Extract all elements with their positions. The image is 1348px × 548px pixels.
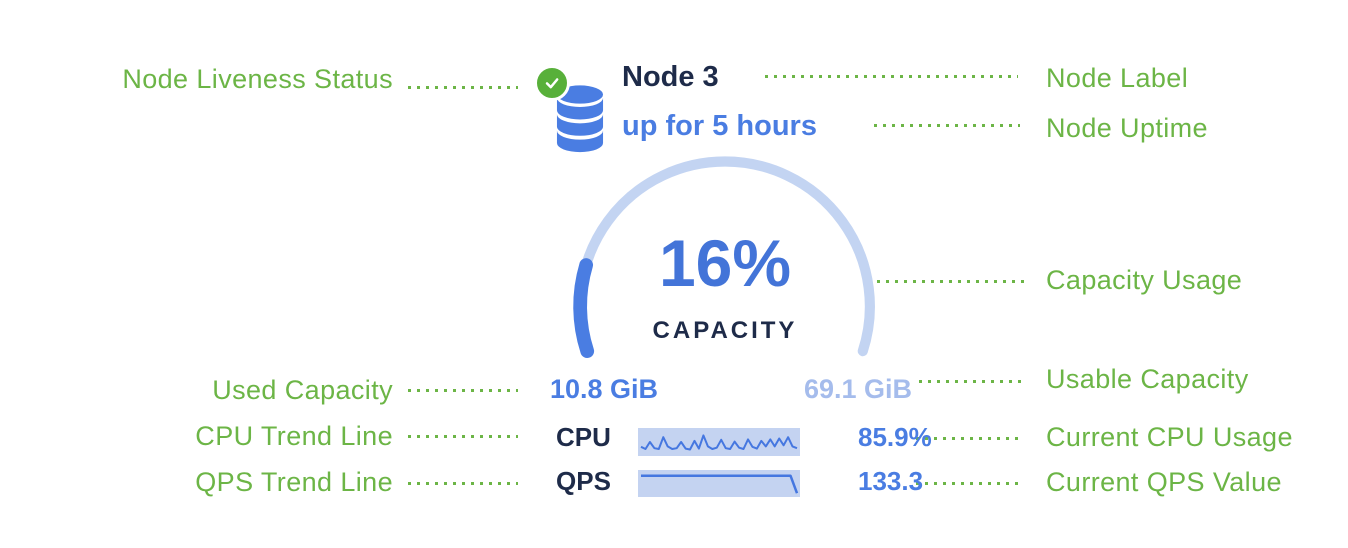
gauge-fill [573,258,595,359]
node-uptime: up for 5 hours [622,110,817,142]
cpu-trend-sparkline [638,428,800,456]
annotation-usable-capacity: Usable Capacity [1046,364,1249,394]
leader-used-capacity [408,389,518,392]
leader-current-cpu-usage [916,437,1023,440]
capacity-caption: CAPACITY [652,317,798,344]
cpu-usage-value: 85.9% [858,422,932,452]
capacity-percent: 16% [658,226,792,300]
leader-node-uptime [874,124,1020,127]
annotation-current-qps-value: Current QPS Value [1046,467,1282,497]
leader-usable-capacity [919,380,1027,383]
leader-capacity-usage [868,280,1028,283]
leader-cpu-trend-line [408,435,518,438]
leader-current-qps-value [916,482,1023,485]
database-icon [556,85,604,158]
leader-node-label [765,75,1018,78]
check-circle-icon [534,65,570,101]
annotation-qps-trend-line: QPS Trend Line [195,467,393,497]
annotation-used-capacity: Used Capacity [212,375,393,405]
usable-capacity-value: 69.1 GiB [803,374,912,404]
leader-qps-trend-line [408,482,518,485]
qps-trend-chart [638,470,800,497]
annotation-current-cpu-usage: Current CPU Usage [1046,422,1293,452]
annotation-node-liveness-status: Node Liveness Status [122,64,393,94]
leader-node-liveness-status [408,86,518,89]
node-label: Node 3 [622,61,719,93]
annotation-capacity-usage: Capacity Usage [1046,265,1243,295]
qps-value: 133.3 [858,466,924,496]
used-capacity-value: 10.8 GiB [550,374,659,404]
annotation-node-label: Node Label [1046,63,1189,93]
capacity-gauge: 16% CAPACITY [565,147,885,373]
qps-label: QPS [556,466,611,496]
annotation-cpu-trend-line: CPU Trend Line [195,421,393,451]
annotation-node-uptime: Node Uptime [1046,113,1208,143]
cpu-label: CPU [556,422,611,452]
